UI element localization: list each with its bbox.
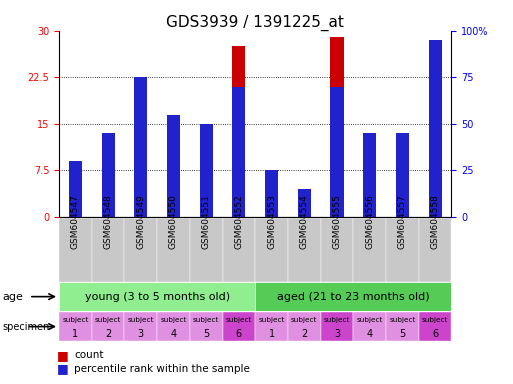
Text: GSM604550: GSM604550 <box>169 194 178 249</box>
Text: GSM604555: GSM604555 <box>332 194 342 249</box>
Bar <box>167 114 180 217</box>
Bar <box>200 164 213 217</box>
Text: 1: 1 <box>72 329 78 339</box>
Text: GSM604556: GSM604556 <box>365 194 374 249</box>
Bar <box>232 87 245 217</box>
Bar <box>102 175 114 217</box>
Bar <box>396 170 409 217</box>
FancyBboxPatch shape <box>59 218 92 282</box>
Text: subject: subject <box>160 317 187 323</box>
FancyBboxPatch shape <box>288 312 321 341</box>
FancyBboxPatch shape <box>92 218 124 282</box>
Bar <box>330 37 344 217</box>
FancyBboxPatch shape <box>190 312 223 341</box>
Bar <box>298 189 311 217</box>
Text: 2: 2 <box>105 329 111 339</box>
FancyBboxPatch shape <box>157 218 190 282</box>
Bar <box>232 46 245 217</box>
Text: 3: 3 <box>334 329 340 339</box>
Bar <box>363 133 376 217</box>
FancyBboxPatch shape <box>386 312 419 341</box>
Text: GSM604558: GSM604558 <box>430 194 440 249</box>
Bar <box>69 161 82 217</box>
Bar <box>363 161 376 217</box>
FancyBboxPatch shape <box>59 282 255 311</box>
Text: subject: subject <box>95 317 121 323</box>
Bar <box>69 161 82 217</box>
Text: subject: subject <box>357 317 383 323</box>
Title: GDS3939 / 1391225_at: GDS3939 / 1391225_at <box>166 15 344 31</box>
Text: 3: 3 <box>137 329 144 339</box>
FancyBboxPatch shape <box>124 312 157 341</box>
FancyBboxPatch shape <box>190 218 223 282</box>
FancyBboxPatch shape <box>386 218 419 282</box>
Bar <box>298 210 311 217</box>
FancyBboxPatch shape <box>59 312 92 341</box>
Bar <box>265 170 278 217</box>
Text: GSM604551: GSM604551 <box>202 194 211 249</box>
FancyBboxPatch shape <box>223 312 255 341</box>
Text: GSM604548: GSM604548 <box>104 194 112 249</box>
FancyBboxPatch shape <box>255 312 288 341</box>
Text: 6: 6 <box>236 329 242 339</box>
Text: GSM604547: GSM604547 <box>71 194 80 249</box>
Text: 6: 6 <box>432 329 438 339</box>
Bar <box>134 124 147 217</box>
Text: subject: subject <box>226 317 252 323</box>
Text: subject: subject <box>324 317 350 323</box>
FancyBboxPatch shape <box>255 218 288 282</box>
Text: percentile rank within the sample: percentile rank within the sample <box>74 364 250 374</box>
Bar <box>330 87 344 217</box>
FancyBboxPatch shape <box>255 282 451 311</box>
Text: count: count <box>74 350 104 360</box>
Text: subject: subject <box>291 317 318 323</box>
Text: 1: 1 <box>268 329 274 339</box>
Text: subject: subject <box>389 317 416 323</box>
FancyBboxPatch shape <box>419 218 451 282</box>
Text: GSM604553: GSM604553 <box>267 194 276 249</box>
Bar <box>167 152 180 217</box>
Text: GSM604557: GSM604557 <box>398 194 407 249</box>
Text: subject: subject <box>193 317 220 323</box>
Text: 5: 5 <box>399 329 405 339</box>
Bar <box>134 77 147 217</box>
Bar <box>396 133 409 217</box>
FancyBboxPatch shape <box>288 218 321 282</box>
Text: GSM604552: GSM604552 <box>234 194 243 249</box>
Text: subject: subject <box>422 317 448 323</box>
Text: specimen: specimen <box>3 321 50 332</box>
Text: subject: subject <box>62 317 89 323</box>
FancyBboxPatch shape <box>321 218 353 282</box>
Text: young (3 to 5 months old): young (3 to 5 months old) <box>85 291 230 302</box>
Text: ■: ■ <box>56 349 68 362</box>
FancyBboxPatch shape <box>321 312 353 341</box>
FancyBboxPatch shape <box>223 218 255 282</box>
Text: 4: 4 <box>367 329 373 339</box>
Bar <box>265 208 278 217</box>
Text: aged (21 to 23 months old): aged (21 to 23 months old) <box>277 291 430 302</box>
FancyBboxPatch shape <box>353 312 386 341</box>
FancyBboxPatch shape <box>124 218 157 282</box>
Text: 2: 2 <box>301 329 307 339</box>
FancyBboxPatch shape <box>353 218 386 282</box>
Text: age: age <box>3 291 24 302</box>
FancyBboxPatch shape <box>157 312 190 341</box>
FancyBboxPatch shape <box>92 312 124 341</box>
Text: subject: subject <box>128 317 154 323</box>
Text: 5: 5 <box>203 329 209 339</box>
Bar <box>428 40 442 217</box>
Bar <box>428 118 442 217</box>
Text: 4: 4 <box>170 329 176 339</box>
Text: GSM604554: GSM604554 <box>300 194 309 249</box>
FancyBboxPatch shape <box>419 312 451 341</box>
Bar <box>102 133 114 217</box>
Text: GSM604549: GSM604549 <box>136 194 145 249</box>
Text: subject: subject <box>259 317 285 323</box>
Text: ■: ■ <box>56 362 68 375</box>
Bar <box>200 124 213 217</box>
